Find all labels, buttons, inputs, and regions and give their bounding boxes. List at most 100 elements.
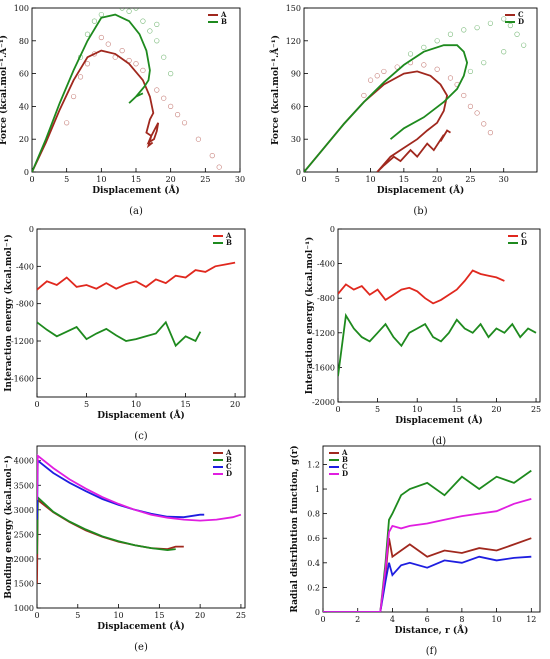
plot-frame — [303, 7, 538, 173]
scatter-point-A — [119, 48, 125, 54]
y-tick-label: 1 — [315, 485, 320, 494]
scatter-point-A — [181, 120, 188, 126]
y-tick-label: 0 — [330, 225, 335, 234]
y-tick-label: 1500 — [14, 579, 34, 588]
x-tick-label: 25 — [236, 611, 246, 620]
scatter-point-A — [140, 67, 146, 73]
scatter-point-C — [421, 62, 427, 68]
scatter-point-B — [119, 8, 125, 11]
series-line-B — [32, 13, 151, 172]
scatter-point-C — [361, 92, 367, 99]
y-tick-label: 60 — [19, 70, 29, 79]
scatter-point-A — [216, 164, 222, 170]
y-tick-label: 0 — [315, 608, 320, 617]
plot-frame — [36, 228, 246, 398]
scatter-point-C — [374, 73, 380, 79]
scatter-point-B — [154, 21, 160, 28]
chart-panel-c: 0 5 10 15 20 0 -400 -800 -1200 -1600 Displacement … — [3, 225, 246, 442]
scatter-point-A — [209, 153, 215, 159]
legend-label-D: D — [342, 469, 348, 478]
panel-caption: (c) — [134, 431, 148, 442]
scatter-point-A — [70, 93, 77, 100]
x-tick-label: 0 — [335, 405, 340, 414]
y-tick-label: 150 — [286, 4, 301, 13]
x-tick-label: 25 — [531, 405, 541, 414]
y-tick-label: 30 — [291, 135, 301, 144]
x-tick-label: 10 — [96, 175, 106, 184]
x-tick-label: 30 — [499, 175, 509, 184]
scatter-point-A — [98, 34, 104, 41]
scatter-point-A — [175, 111, 181, 118]
x-tick-label: 10 — [113, 611, 123, 620]
scatter-point-D — [481, 60, 487, 66]
x-tick-label: 5 — [75, 611, 80, 620]
scatter-point-C — [461, 92, 467, 99]
scatter-point-D — [407, 51, 414, 57]
y-axis-label: Radial distribution function, g(r) — [289, 445, 300, 612]
scatter-point-C — [487, 130, 494, 136]
y-tick-label: -1600 — [11, 374, 34, 383]
x-axis-label: Displacement (Å) — [97, 620, 185, 632]
x-tick-label: 10 — [365, 175, 375, 184]
legend-label-D: D — [226, 469, 232, 478]
x-tick-label: 2 — [355, 615, 360, 624]
x-tick-label: 20 — [166, 175, 176, 184]
x-axis-label: Displacement (Å) — [92, 184, 180, 196]
scatter-point-A — [161, 95, 167, 101]
scatter-point-A — [133, 61, 139, 67]
scatter-point-A — [154, 87, 160, 93]
y-axis-label: Interaction energy (kcal.mol⁻¹) — [304, 237, 315, 395]
x-tick-label: 15 — [452, 405, 462, 414]
scatter-point-A — [168, 103, 174, 109]
y-tick-label: -2000 — [312, 398, 335, 407]
y-tick-label: -400 — [317, 260, 335, 269]
y-tick-label: 0.2 — [307, 583, 320, 592]
y-axis-label: Interaction energy (kcal.mol⁻¹) — [3, 234, 14, 392]
scatter-point-B — [84, 31, 91, 37]
legend-label-B: B — [342, 455, 348, 464]
scatter-point-A — [91, 51, 97, 57]
scatter-point-D — [467, 68, 474, 75]
x-tick-label: 5 — [84, 400, 89, 409]
scatter-point-D — [514, 31, 520, 37]
scatter-point-B — [154, 38, 160, 44]
panel-caption: (f) — [426, 646, 438, 657]
series-line-C — [323, 555, 532, 612]
x-tick-label: 12 — [526, 615, 536, 624]
scatter-point-D — [521, 42, 527, 48]
plot-frame — [337, 228, 541, 403]
scatter-point-C — [367, 77, 374, 83]
y-tick-label: 3500 — [14, 481, 34, 490]
y-tick-label: 1000 — [14, 604, 34, 613]
legend-label-C: C — [521, 231, 527, 240]
x-tick-label: 10 — [412, 405, 422, 414]
scatter-point-B — [91, 18, 97, 24]
y-tick-label: 90 — [291, 70, 301, 79]
y-tick-label: 60 — [291, 102, 301, 111]
scatter-point-C — [481, 121, 487, 127]
chart-panel-e: 0 5 10 15 20 25 1000 1500 2000 2500 3000 3500 4000 Di… — [3, 445, 246, 653]
scatter-point-A — [77, 74, 84, 80]
scatter-point-D — [474, 25, 480, 31]
y-tick-label: -400 — [16, 262, 34, 271]
y-tick-label: 40 — [19, 102, 29, 111]
chart-panel-b: 0 5 10 15 20 25 30 0 30 60 90 120 150 Displacement (Å… — [269, 4, 538, 217]
y-tick-label: 0 — [24, 168, 29, 177]
y-tick-label: -1600 — [312, 363, 335, 372]
legend-label-A: A — [341, 448, 348, 457]
legend-label-B: B — [226, 455, 232, 464]
plot-frame — [31, 7, 241, 173]
scatter-point-D — [507, 22, 513, 29]
scatter-point-A — [64, 120, 70, 126]
scatter-point-B — [98, 11, 104, 18]
x-axis-label: Displacement (Å) — [377, 184, 465, 196]
scatter-point-D — [447, 31, 454, 37]
chart-panel-d: 0 5 10 15 20 25 0 -400 -800 -1200 -1600 -2000 Displa… — [304, 225, 541, 447]
series-line-A — [37, 498, 184, 584]
x-tick-label: 0 — [34, 400, 39, 409]
plot-frame — [322, 445, 541, 613]
x-tick-label: 25 — [465, 175, 475, 184]
scatter-point-D — [487, 20, 494, 26]
scatter-point-B — [106, 0, 111, 4]
